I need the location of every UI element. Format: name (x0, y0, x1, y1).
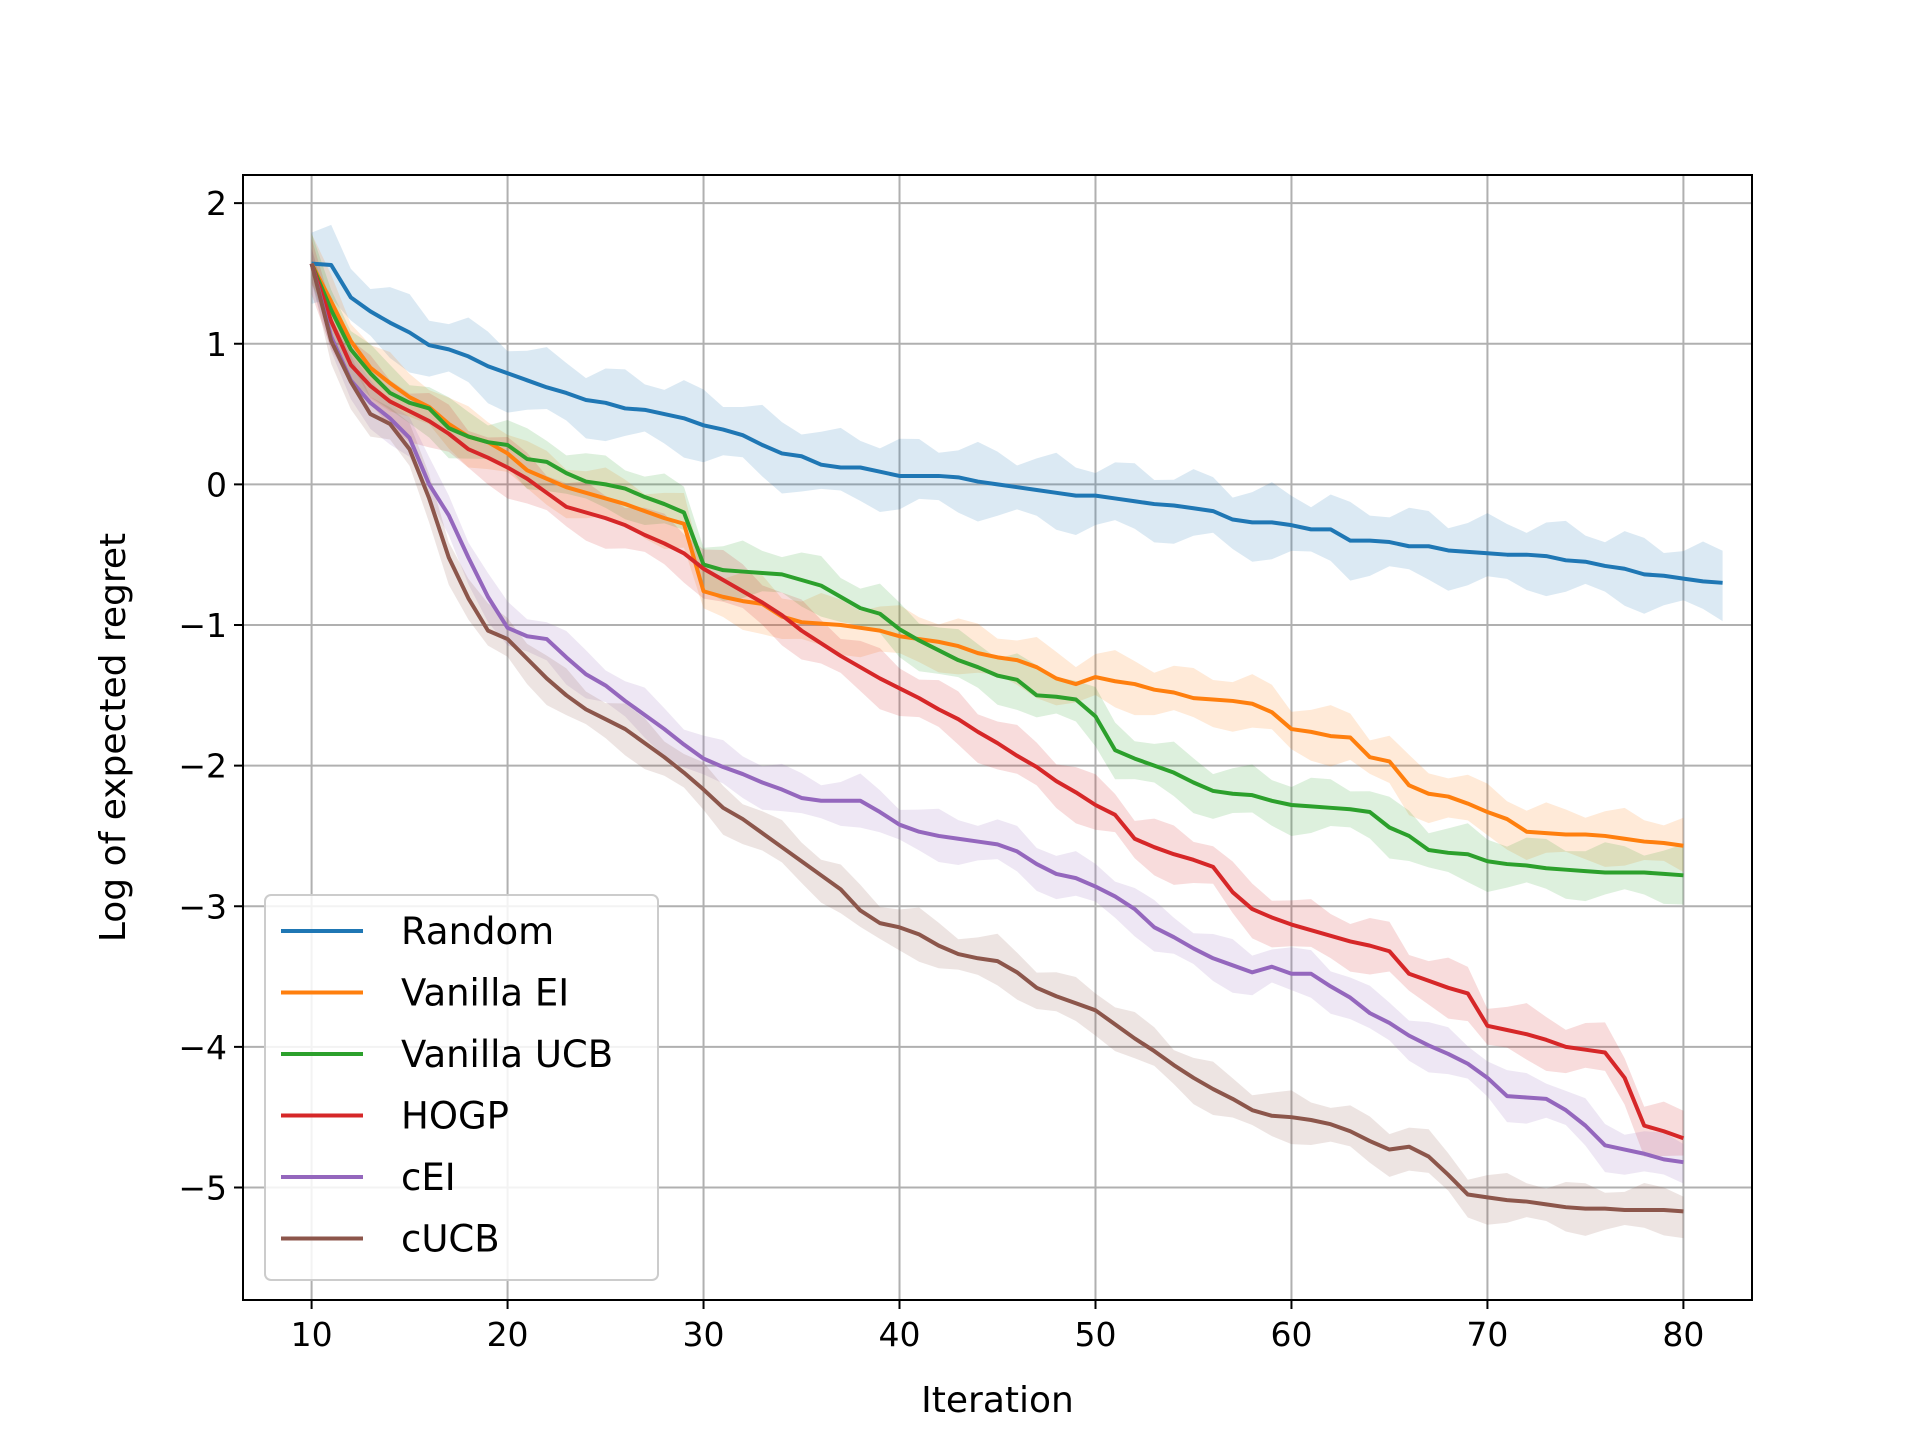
y-tick-label: 2 (206, 184, 227, 223)
legend-label: Random (401, 910, 554, 953)
legend-label: Vanilla EI (401, 972, 569, 1015)
legend-box (264, 894, 659, 1281)
y-tick-label: −4 (178, 1028, 227, 1067)
legend: Random Vanilla EI Vanilla UCB HOGP cEI cUCB (264, 894, 659, 1281)
legend-label: cUCB (401, 1218, 500, 1261)
y-tick-label: −3 (178, 887, 227, 926)
x-axis-label: Iteration (921, 1380, 1074, 1421)
x-tick-label: 40 (879, 1315, 921, 1354)
band-vanilla-ei (311, 233, 1684, 872)
x-tick-label: 20 (487, 1315, 529, 1354)
x-tick-label: 60 (1270, 1315, 1312, 1354)
x-tick-label: 70 (1466, 1315, 1508, 1354)
band-cei (311, 247, 1684, 1184)
series-line-random (311, 261, 1723, 585)
band-hogp (311, 238, 1684, 1157)
series-line-hogp (309, 262, 1685, 1141)
series-line-cucb (309, 263, 1684, 1214)
series-line-vanilla-ei (309, 262, 1684, 848)
series-lines (309, 261, 1723, 1214)
confidence-bands (311, 224, 1723, 1239)
y-tick-label: −2 (178, 747, 227, 786)
y-tick-label: 0 (206, 465, 227, 504)
x-tick-label: 30 (683, 1315, 725, 1354)
x-tick-label: 80 (1662, 1315, 1704, 1354)
y-axis-label: Log of expected regret (93, 533, 134, 942)
series-line-cei (309, 263, 1684, 1165)
y-tick-label: 1 (206, 325, 227, 364)
y-tick-label: −5 (178, 1169, 227, 1208)
y-tick-label: −1 (178, 606, 227, 645)
series-line-vanilla-ucb (309, 262, 1684, 878)
legend-label: Vanilla UCB (401, 1033, 613, 1076)
plot-area-frame (242, 174, 1753, 1301)
x-tick-label: 50 (1074, 1315, 1116, 1354)
band-random (311, 224, 1723, 622)
x-tick-label: 10 (291, 1315, 333, 1354)
legend-label: cEI (401, 1156, 456, 1199)
legend-label: HOGP (401, 1095, 509, 1138)
